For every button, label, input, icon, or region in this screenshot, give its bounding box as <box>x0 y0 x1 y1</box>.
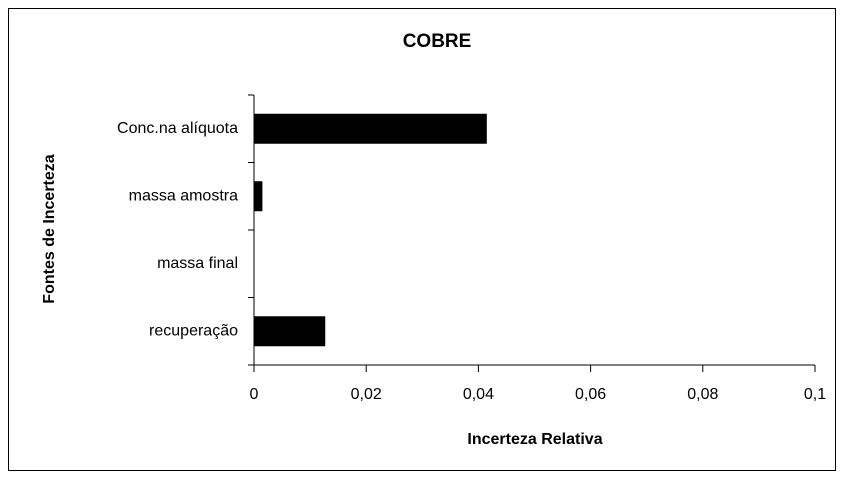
x-axis-title: Incerteza Relativa <box>467 431 602 448</box>
chart-frame <box>8 8 836 471</box>
chart-title: COBRE <box>403 31 472 52</box>
y-tick-label: massa amostra <box>129 187 238 204</box>
bar <box>254 113 487 144</box>
bar <box>254 181 263 212</box>
y-axis-title: Fontes de Incerteza <box>41 154 58 303</box>
bar <box>254 316 326 347</box>
x-tick-label: 0,02 <box>351 386 382 403</box>
y-tick-label: recuperação <box>149 322 238 339</box>
y-tick-label: massa final <box>157 255 238 272</box>
x-tick-label: 0,1 <box>804 386 826 403</box>
x-tick-label: 0,04 <box>463 386 494 403</box>
x-tick-label: 0,06 <box>575 386 606 403</box>
x-tick-label: 0,08 <box>687 386 718 403</box>
x-tick-label: 0 <box>250 386 259 403</box>
y-tick-label: Conc.na alíquota <box>117 120 238 137</box>
